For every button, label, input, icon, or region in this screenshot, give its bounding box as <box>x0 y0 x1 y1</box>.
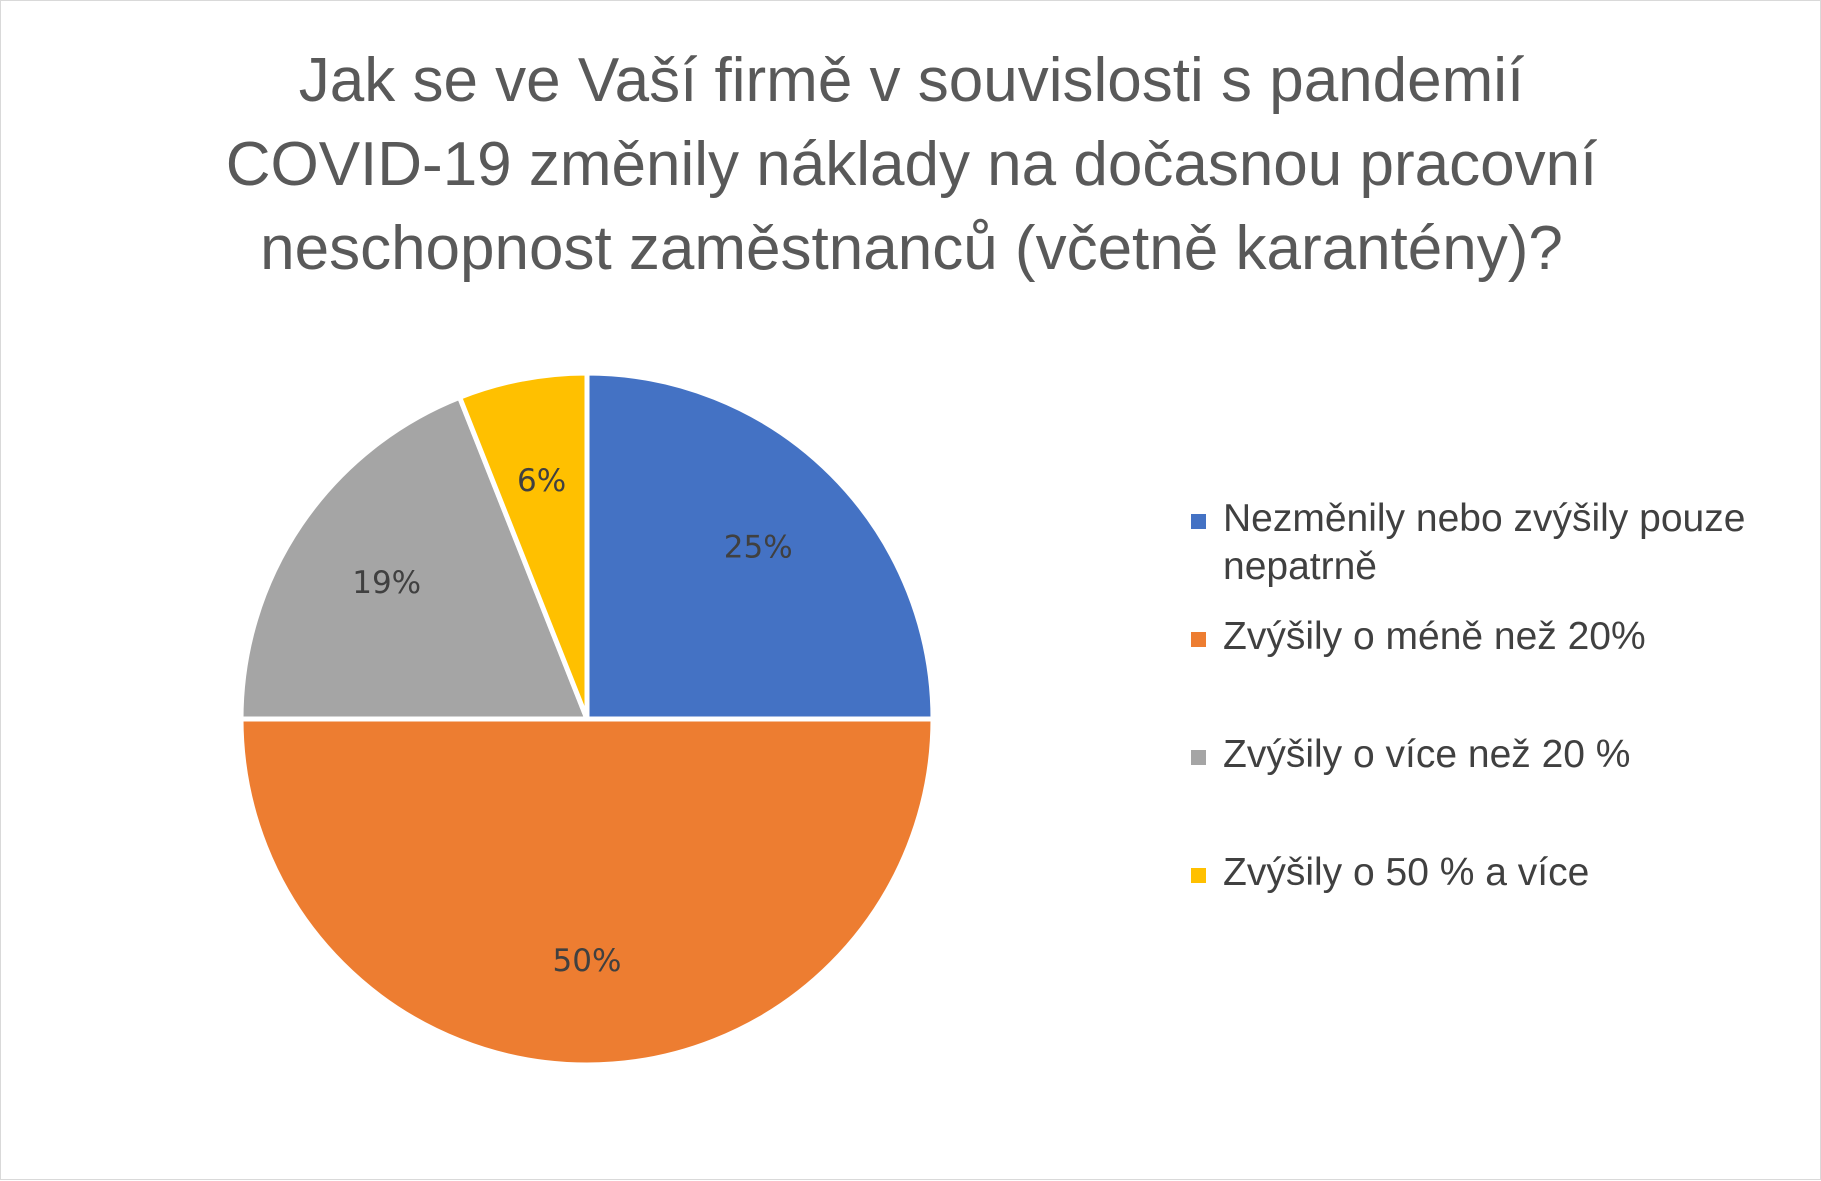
legend-swatch-blue <box>1191 514 1206 529</box>
pie-slice <box>584 370 936 722</box>
legend-item: Nezměnily nebo zvýšily pouze nepatrně <box>1191 495 1791 613</box>
chart-title-line-3: neschopnost zaměstnanců (včetně karantén… <box>260 214 1563 283</box>
pie-slice <box>238 716 936 1068</box>
pie-data-label: 50% <box>553 943 622 979</box>
chart-title-line-2: COVID-19 změnily náklady na dočasnou pra… <box>225 130 1598 199</box>
legend-label: Zvýšily o méně než 20% <box>1223 615 1646 658</box>
pie-data-label: 6% <box>517 463 566 499</box>
chart-title: Jak se ve Vaší firmě v souvislosti s pan… <box>1 39 1821 291</box>
legend-item: Zvýšily o více než 20 % <box>1191 731 1791 849</box>
pie-slice <box>457 370 590 722</box>
legend-item: Zvýšily o méně než 20% <box>1191 613 1791 731</box>
legend-label: Zvýšily o více než 20 % <box>1223 733 1631 776</box>
legend-swatch-gray <box>1191 750 1206 765</box>
legend-label: Nezměnily nebo zvýšily pouze nepatrně <box>1223 497 1746 588</box>
legend-swatch-yellow <box>1191 868 1206 883</box>
pie-slice <box>238 394 590 722</box>
pie-data-label: 19% <box>352 565 421 601</box>
legend: Nezměnily nebo zvýšily pouze nepatrně Zv… <box>1191 495 1791 967</box>
legend-item: Zvýšily o 50 % a více <box>1191 849 1791 967</box>
legend-label: Zvýšily o 50 % a více <box>1223 851 1590 894</box>
chart-title-line-1: Jak se ve Vaší firmě v souvislosti s pan… <box>298 46 1525 115</box>
pie-data-label: 25% <box>724 530 793 566</box>
legend-swatch-orange <box>1191 632 1206 647</box>
